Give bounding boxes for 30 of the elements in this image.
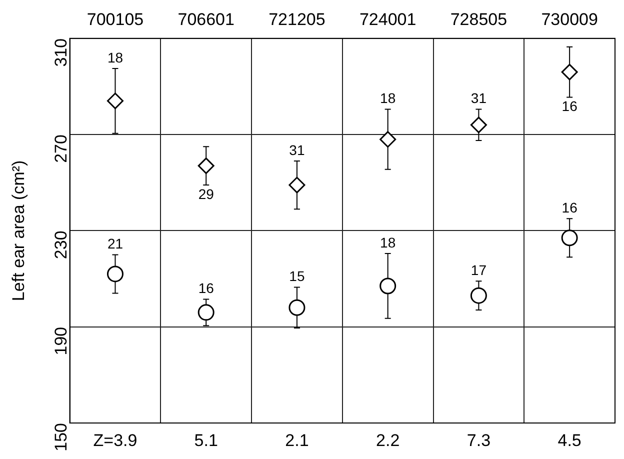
annotation: 31 (289, 142, 305, 158)
annotation: 17 (470, 262, 487, 278)
annotation: 29 (198, 186, 214, 202)
y-tick-label: 270 (51, 134, 70, 163)
x-tick-label: 721205 (268, 10, 326, 29)
annotation: 18 (380, 90, 396, 106)
x-tick-label: 724001 (359, 10, 416, 29)
annotation: 18 (380, 234, 396, 250)
annotation: 18 (107, 49, 124, 66)
y-axis-title: Left ear area (cm²) (8, 160, 28, 302)
annotation: 15 (289, 268, 305, 284)
annotation: 31 (470, 90, 487, 106)
text: 4.5 (558, 431, 582, 450)
x-tick-label: 730009 (541, 10, 598, 29)
x-tick-label: 706601 (178, 10, 234, 29)
text: 7.3 (466, 431, 491, 450)
text: 5.1 (194, 431, 218, 450)
y-tick-label: 310 (51, 38, 70, 67)
y-tick-label: 150 (51, 423, 70, 452)
text: 2.1 (285, 431, 309, 450)
annotation: 16 (198, 280, 214, 296)
y-tick-label: 190 (51, 326, 70, 356)
y-tick-label: 230 (51, 230, 70, 260)
x-tick-label: 728505 (450, 10, 508, 29)
annotation: 16 (562, 98, 578, 114)
text: Z=3.9 (93, 431, 138, 450)
text: 2.2 (376, 431, 400, 450)
x-tick-label: 700105 (86, 10, 144, 29)
annotation: 16 (562, 200, 578, 216)
annotation: 21 (107, 236, 124, 252)
